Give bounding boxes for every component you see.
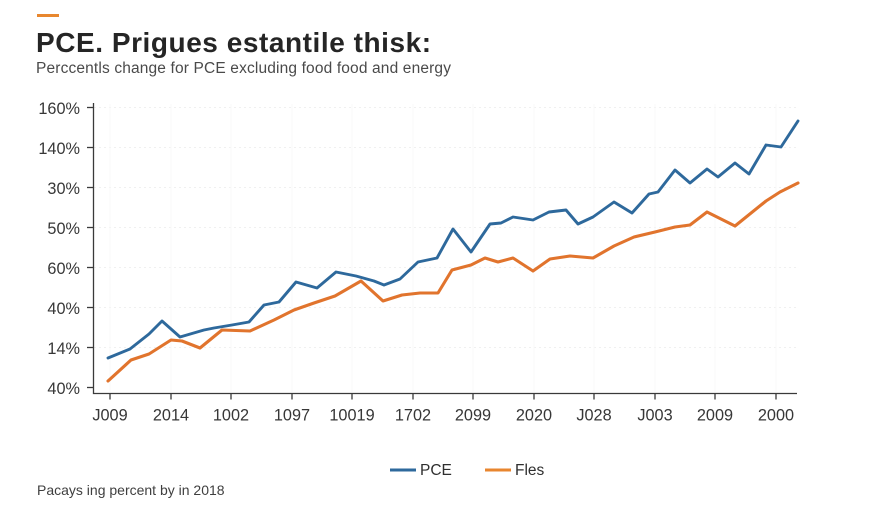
svg-text:14%: 14% [47,340,80,358]
svg-text:40%: 40% [47,380,80,398]
svg-text:2020: 2020 [516,407,552,425]
svg-text:Fles: Fles [515,462,545,479]
svg-text:J009: J009 [92,407,127,425]
svg-text:1702: 1702 [395,407,431,425]
svg-text:60%: 60% [47,260,80,278]
svg-text:1097: 1097 [274,407,310,425]
svg-text:1002: 1002 [213,407,249,425]
svg-text:40%: 40% [47,300,80,318]
svg-text:2009: 2009 [697,407,733,425]
svg-text:2014: 2014 [153,407,189,425]
svg-text:50%: 50% [47,220,80,238]
svg-text:PCE: PCE [420,462,452,479]
svg-text:140%: 140% [38,140,80,158]
svg-text:160%: 160% [38,100,80,118]
svg-text:J003: J003 [637,407,672,425]
svg-text:2000: 2000 [758,407,794,425]
svg-text:30%: 30% [47,180,80,198]
svg-text:10019: 10019 [329,407,374,425]
svg-text:2099: 2099 [455,407,491,425]
svg-text:J028: J028 [576,407,611,425]
